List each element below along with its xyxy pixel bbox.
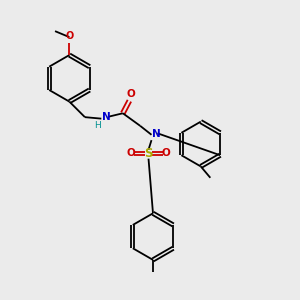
Text: O: O — [127, 148, 136, 158]
Text: H: H — [94, 121, 101, 130]
Text: N: N — [152, 129, 161, 139]
Text: O: O — [161, 148, 170, 158]
Text: O: O — [65, 31, 74, 41]
Text: N: N — [102, 112, 111, 122]
Text: O: O — [126, 89, 135, 99]
Text: S: S — [144, 147, 153, 160]
